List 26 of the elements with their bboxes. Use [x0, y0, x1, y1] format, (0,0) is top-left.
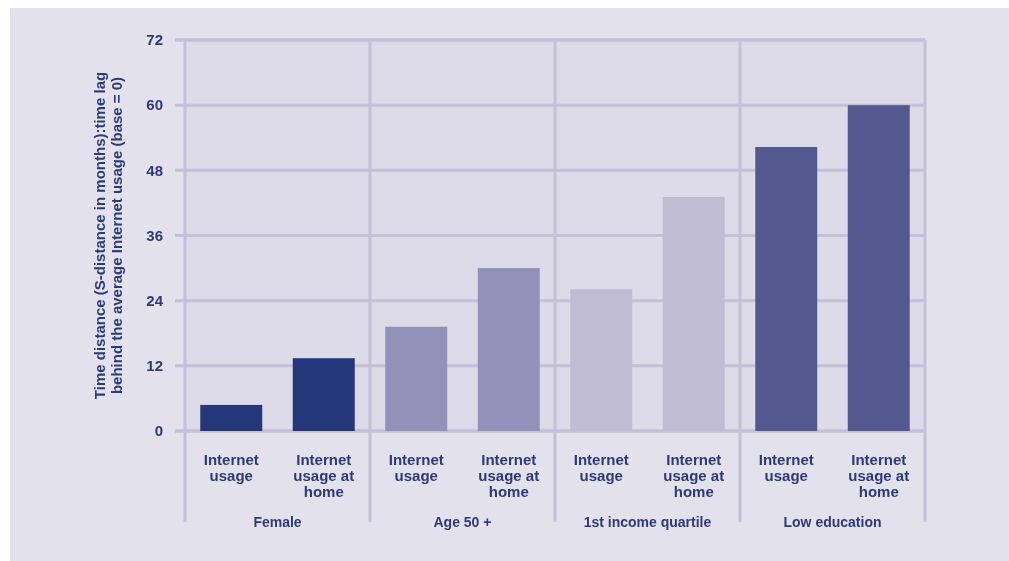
bar	[292, 358, 355, 431]
y-tick-label: 0	[154, 422, 163, 440]
bar	[847, 105, 910, 431]
text: Low education	[783, 514, 882, 530]
x-tick-label: Internet usage	[758, 451, 814, 484]
x-tick-label: Internet usage	[203, 451, 259, 484]
y-tick-label: 24	[146, 291, 164, 309]
text: Female	[253, 514, 302, 530]
bar	[755, 146, 818, 431]
x-tick-label: Internet usage	[388, 451, 444, 484]
bar	[385, 326, 448, 431]
x-tick-label: Internet usage at home	[478, 451, 540, 500]
x-tick-label: Internet usage at home	[848, 451, 910, 500]
text: 1st income quartile	[583, 514, 712, 530]
y-tick-label: 72	[146, 31, 163, 49]
bar	[200, 404, 263, 431]
y-tick-label: 12	[146, 357, 163, 375]
y-axis-title: Time distance (S-distance in months):time lag behind the average Internet usage (base = 0)	[91, 71, 125, 400]
text: Age 50 +	[433, 514, 492, 530]
x-tick-label: Internet usage at home	[663, 451, 725, 500]
x-tick-label: Internet usage at home	[293, 451, 355, 500]
bar	[477, 268, 540, 431]
y-tick-label: 48	[146, 161, 163, 179]
y-tick-label: 60	[146, 96, 163, 114]
x-tick-label: Internet usage	[573, 451, 629, 484]
y-tick-label: 36	[146, 226, 163, 244]
